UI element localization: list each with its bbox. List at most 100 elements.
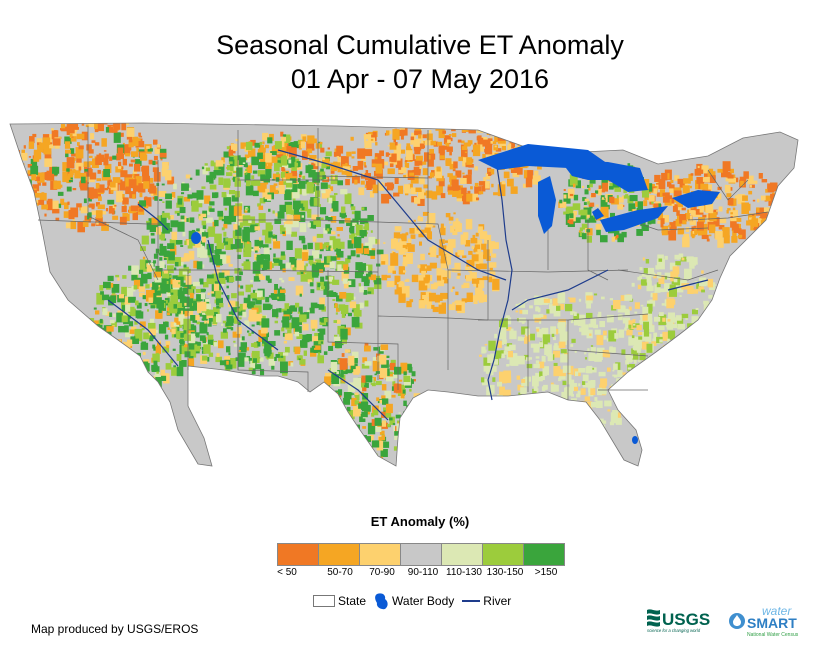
anomaly-pixel [252, 170, 258, 174]
anomaly-pixel [414, 197, 421, 204]
anomaly-pixel [371, 419, 377, 426]
anomaly-pixel [392, 372, 395, 375]
anomaly-pixel [428, 292, 436, 302]
anomaly-pixel [241, 263, 245, 266]
anomaly-pixel [262, 141, 265, 145]
anomaly-pixel [389, 362, 396, 371]
anomaly-pixel [146, 222, 154, 230]
anomaly-pixel [136, 360, 144, 371]
anomaly-pixel [497, 184, 506, 197]
anomaly-pixel [305, 179, 309, 185]
anomaly-pixel [681, 283, 689, 290]
anomaly-pixel [522, 309, 528, 315]
anomaly-pixel [204, 163, 208, 166]
anomaly-pixel [547, 414, 556, 426]
anomaly-pixel [247, 158, 251, 162]
anomaly-pixel [677, 228, 685, 235]
anomaly-pixel [727, 197, 734, 206]
anomaly-pixel [291, 169, 297, 176]
anomaly-pixel [405, 252, 413, 264]
anomaly-pixel [242, 215, 251, 226]
anomaly-pixel [57, 191, 64, 196]
anomaly-pixel [23, 145, 26, 149]
anomaly-pixel [492, 129, 496, 132]
anomaly-pixel [482, 378, 488, 386]
anomaly-pixel [393, 383, 402, 393]
anomaly-pixel [690, 231, 696, 237]
anomaly-pixel [343, 397, 350, 405]
anomaly-pixel [474, 166, 478, 171]
anomaly-pixel [466, 157, 472, 165]
anomaly-pixel [541, 327, 549, 339]
anomaly-pixel [184, 344, 189, 348]
anomaly-pixel [332, 403, 336, 406]
anomaly-pixel [252, 262, 261, 274]
anomaly-pixel [319, 141, 323, 145]
anomaly-pixel [298, 174, 302, 178]
anomaly-pixel [198, 216, 203, 221]
anomaly-pixel [411, 132, 417, 137]
anomaly-pixel [265, 233, 272, 244]
anomaly-pixel [415, 187, 422, 192]
anomaly-pixel [34, 176, 40, 182]
anomaly-pixel [94, 127, 99, 133]
anomaly-pixel [721, 170, 729, 178]
anomaly-pixel [153, 360, 158, 367]
anomaly-pixel [212, 254, 221, 265]
anomaly-pixel [44, 172, 51, 180]
anomaly-pixel [250, 139, 256, 146]
anomaly-pixel [527, 399, 530, 403]
anomaly-pixel [364, 140, 372, 149]
anomaly-pixel [566, 390, 574, 396]
anomaly-pixel [501, 146, 506, 151]
anomaly-pixel [335, 406, 341, 410]
anomaly-pixel [560, 349, 567, 354]
anomaly-pixel [659, 288, 665, 293]
anomaly-pixel [658, 275, 665, 284]
anomaly-pixel [374, 156, 378, 160]
anomaly-pixel [362, 172, 365, 176]
anomaly-pixel [64, 202, 69, 210]
anomaly-pixel [612, 374, 615, 377]
anomaly-pixel [331, 231, 336, 235]
anomaly-pixel [696, 281, 701, 289]
anomaly-pixel [403, 174, 407, 178]
anomaly-pixel [617, 203, 624, 210]
anomaly-pixel [677, 255, 680, 259]
anomaly-pixel [617, 370, 623, 377]
anomaly-pixel [370, 230, 373, 233]
anomaly-pixel [265, 275, 270, 281]
anomaly-pixel [280, 263, 286, 270]
anomaly-pixel [280, 251, 285, 256]
anomaly-pixel [246, 208, 249, 210]
anomaly-pixel [675, 219, 682, 227]
anomaly-pixel [238, 357, 245, 367]
anomaly-pixel [452, 231, 458, 235]
anomaly-pixel [328, 345, 334, 351]
anomaly-pixel [175, 323, 179, 327]
anomaly-pixel [157, 342, 161, 349]
anomaly-pixel [362, 357, 368, 363]
anomaly-pixel [410, 425, 415, 432]
anomaly-pixel [259, 198, 266, 204]
anomaly-pixel [567, 419, 570, 423]
anomaly-pixel [223, 200, 229, 204]
anomaly-pixel [306, 182, 314, 194]
anomaly-pixel [328, 289, 331, 291]
anomaly-pixel [196, 321, 200, 325]
anomaly-pixel [347, 312, 352, 317]
anomaly-pixel [404, 262, 408, 267]
anomaly-pixel [360, 180, 365, 185]
anomaly-pixel [295, 285, 304, 296]
anomaly-pixel [182, 181, 185, 184]
anomaly-pixel [348, 410, 355, 420]
anomaly-pixel [17, 167, 25, 176]
anomaly-pixel [381, 261, 386, 265]
anomaly-pixel [739, 176, 747, 181]
anomaly-pixel [235, 225, 242, 236]
anomaly-pixel [422, 168, 428, 176]
anomaly-pixel [175, 326, 180, 332]
anomaly-pixel [207, 334, 214, 340]
anomaly-pixel [119, 359, 126, 368]
anomaly-pixel [150, 301, 156, 308]
